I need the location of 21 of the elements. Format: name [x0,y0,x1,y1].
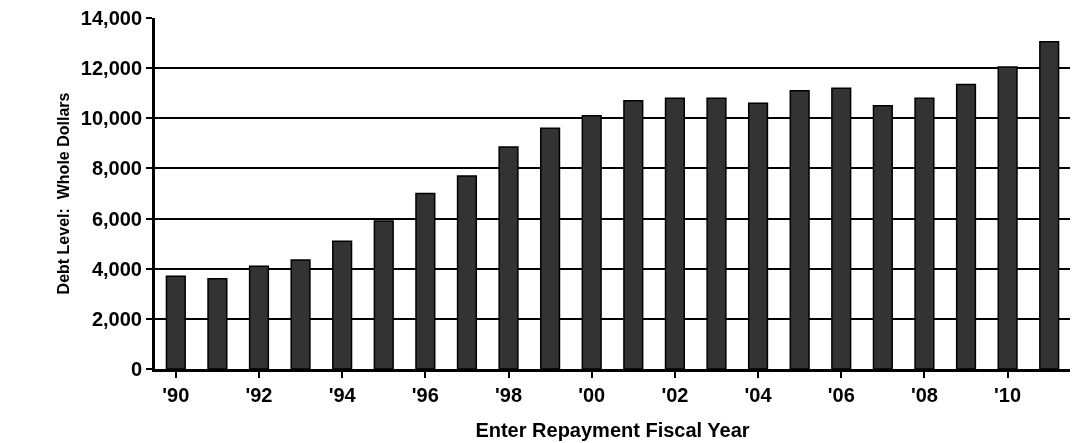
x-tick-label: '06 [827,384,855,406]
x-tick-label: '94 [328,384,357,406]
y-tick-label: 6,000 [91,207,142,230]
y-tick-label: 2,000 [91,307,142,330]
x-tick-label: '96 [411,384,439,406]
x-tick-label: '92 [245,384,273,406]
y-tick-label: 4,000 [91,257,142,280]
y-tick-label: 0 [130,358,142,380]
x-tick-label: '02 [661,384,689,406]
y-tick-label: 12,000 [80,57,142,80]
x-axis-title: Enter Repayment Fiscal Year [475,418,750,441]
y-tick-label: 14,000 [80,7,142,29]
x-tick-label: '00 [578,384,606,406]
x-tick-label: '08 [910,384,938,406]
x-tick-label: '04 [744,384,773,406]
x-tick-label: '98 [495,384,523,406]
x-tick-label: '10 [994,384,1022,406]
y-axis-title: Debt Level: Whole Dollars [54,92,72,295]
y-tick-label: 10,000 [80,107,142,130]
x-tick-label: '90 [162,384,190,406]
y-tick-label: 8,000 [91,157,142,180]
